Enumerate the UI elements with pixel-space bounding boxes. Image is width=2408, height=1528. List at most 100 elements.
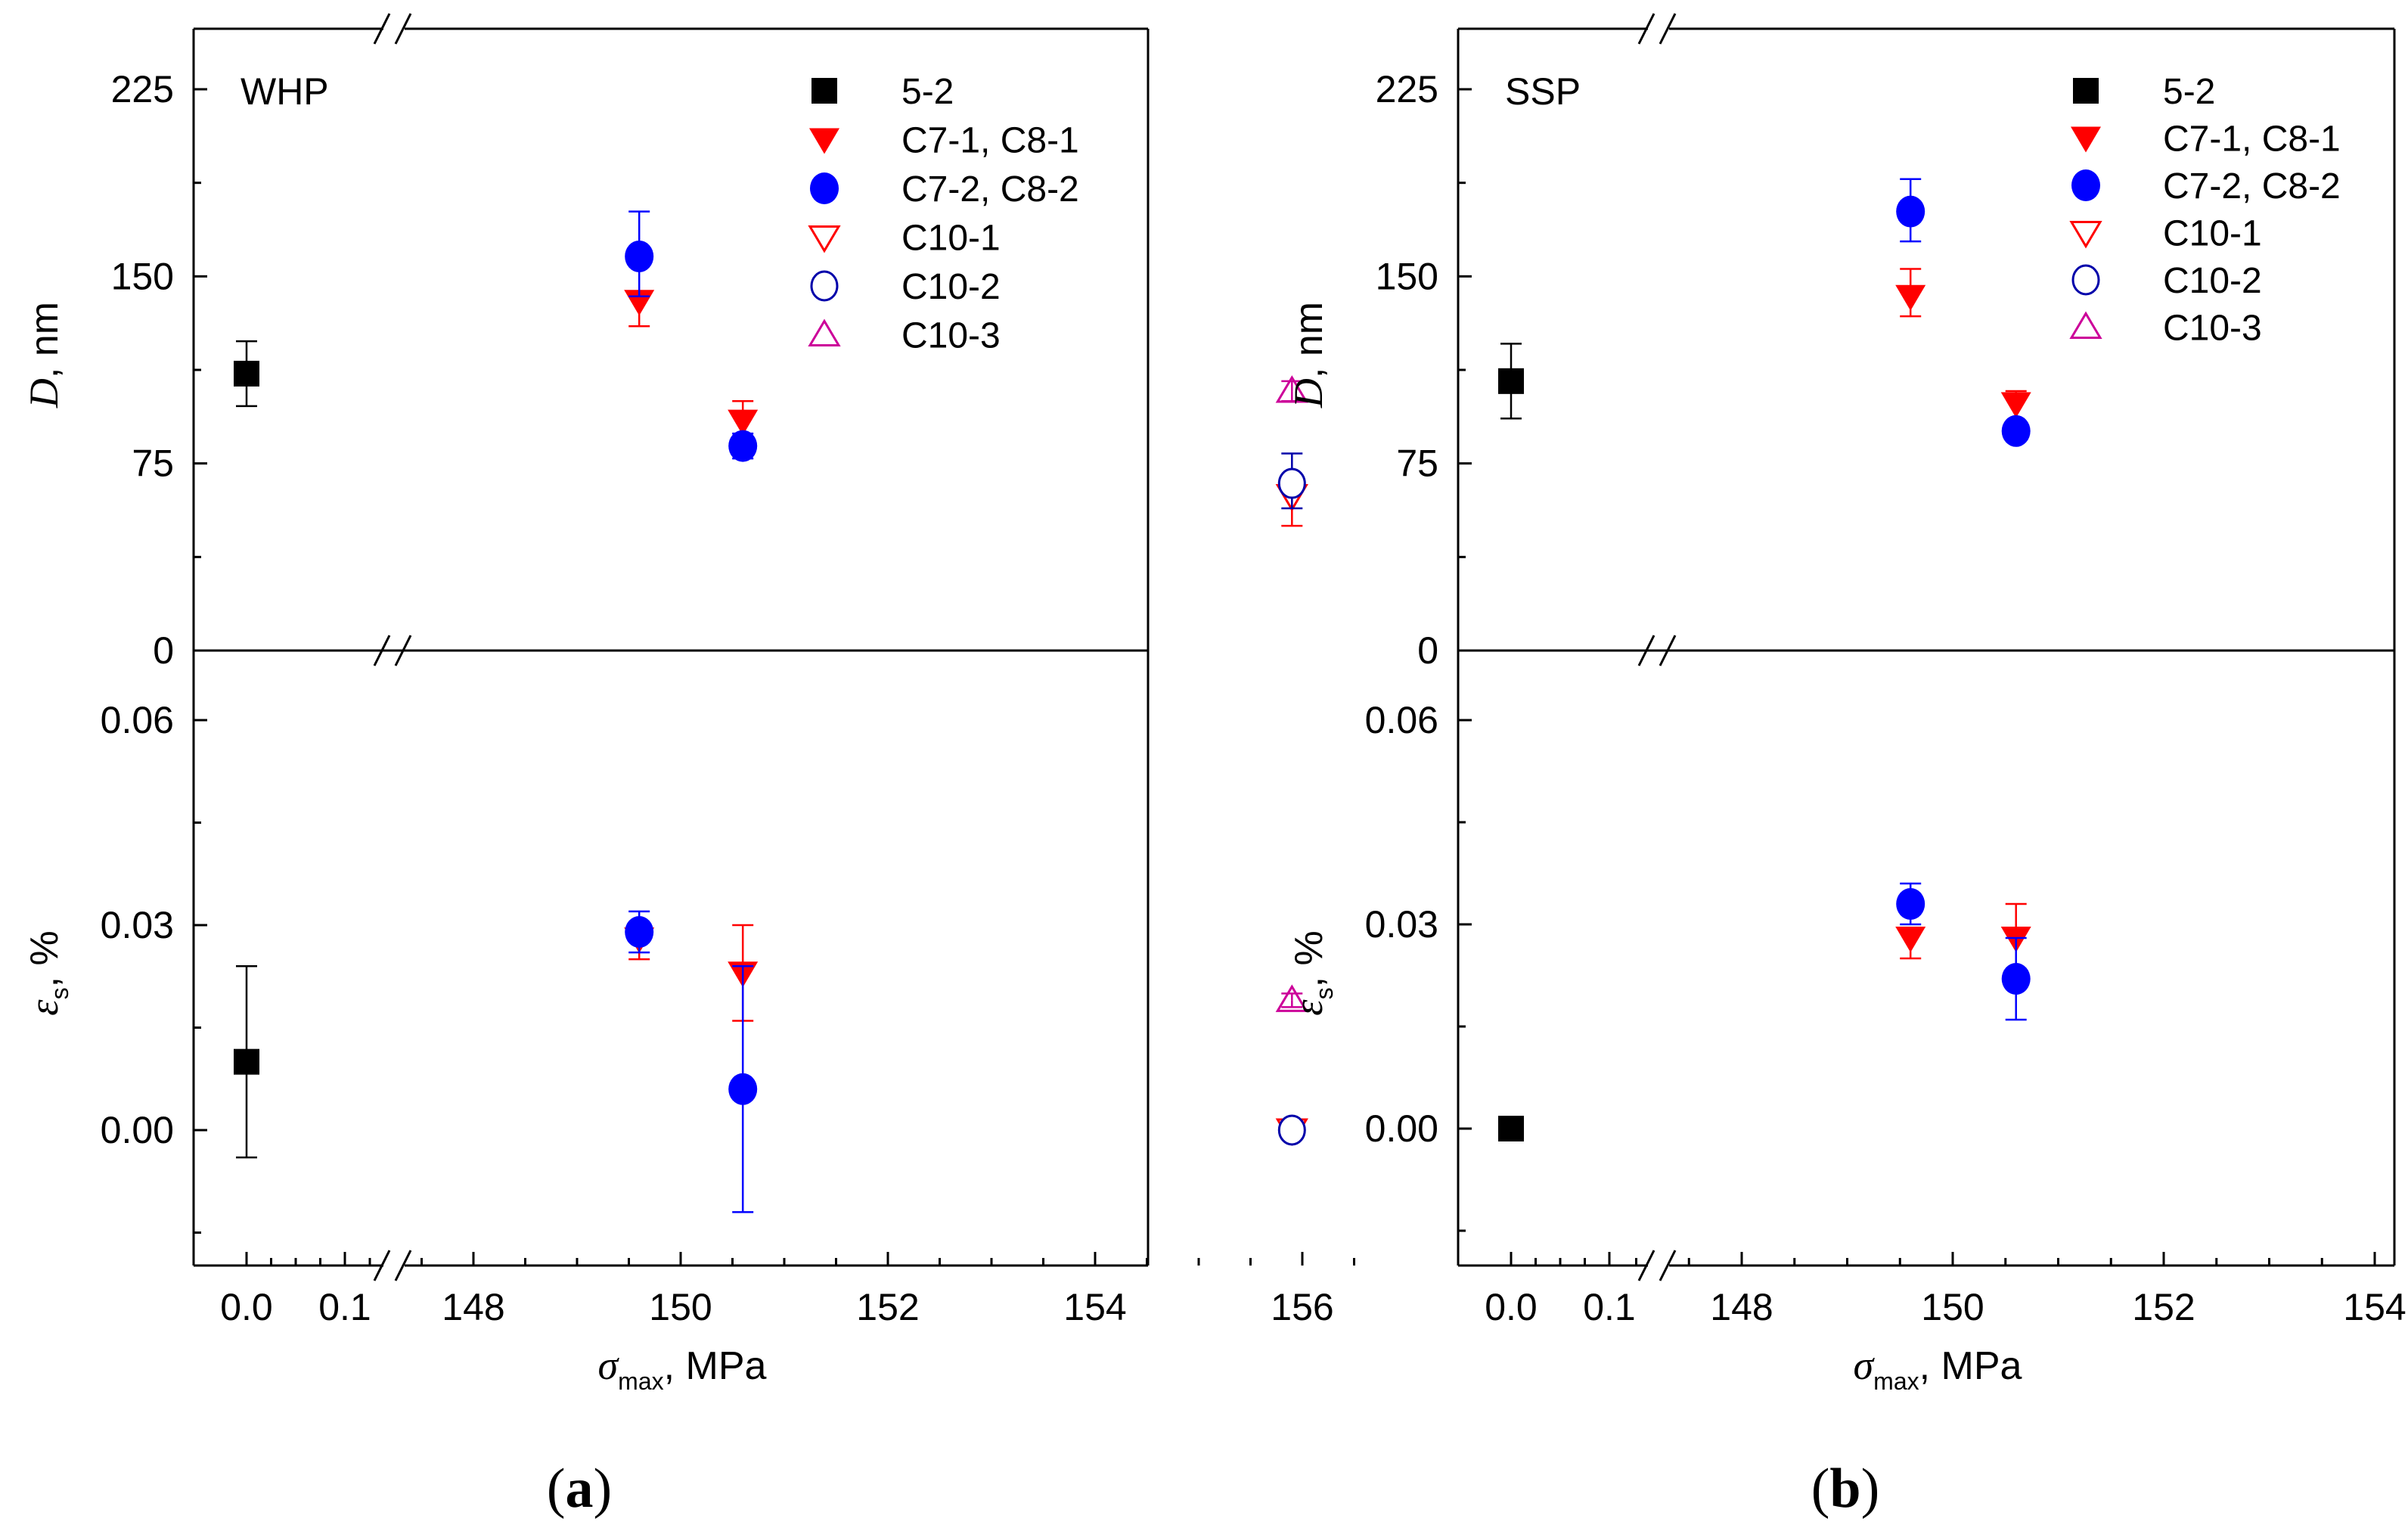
data-marker <box>1498 368 1524 394</box>
legend-item: C7-2, C8-2 <box>2071 166 2341 207</box>
data-point <box>234 340 259 408</box>
data-marker <box>1895 927 1926 952</box>
x-tick-label: 152 <box>2132 1286 2195 1328</box>
data-marker <box>2001 963 2031 995</box>
legend-marker <box>2069 221 2102 249</box>
data-point <box>1275 984 1308 1012</box>
y-tick-label: 0.03 <box>101 904 174 946</box>
y-axis-subscript: s <box>46 987 73 999</box>
data-marker <box>1277 1114 1306 1146</box>
axis-break-mark <box>373 635 391 666</box>
panel-title: SSP <box>1505 70 1581 113</box>
legend-label: C10-3 <box>901 316 1001 356</box>
y-tick-label: 75 <box>1396 443 1438 485</box>
axis-break-mark <box>373 13 391 45</box>
x-tick-label: 148 <box>442 1286 504 1328</box>
axis-break-mark <box>1637 1250 1656 1281</box>
data-point <box>1895 927 1926 960</box>
legend-label: C10-3 <box>2163 309 2262 349</box>
y-axis-title-bottom: εs, % <box>21 930 73 1015</box>
data-marker <box>625 240 654 272</box>
x-tick-label: 0.1 <box>318 1286 371 1328</box>
legend-marker <box>2071 264 2100 296</box>
data-point <box>1896 882 1925 926</box>
data-marker <box>1275 375 1308 403</box>
legend-item: C10-2 <box>2071 261 2262 301</box>
legend-item: C7-1, C8-1 <box>2071 120 2341 160</box>
data-marker <box>234 1048 259 1075</box>
x-tick-label: 0.0 <box>220 1286 273 1328</box>
legend-item: 5-2 <box>811 72 954 112</box>
data-point <box>234 964 259 1159</box>
legend-label: C10-2 <box>2163 261 2262 301</box>
data-point <box>1896 178 1925 243</box>
legend-label: C7-1, C8-1 <box>2163 120 2341 160</box>
legend-label: C10-1 <box>901 219 1001 259</box>
y-axis-title-top: D, nm <box>21 302 67 408</box>
axis-break-mark <box>1637 13 1656 45</box>
legend-marker <box>808 318 841 346</box>
x-axis-unit: , MPa <box>1919 1344 2022 1388</box>
legend-item: C10-3 <box>808 316 1001 356</box>
legend-marker <box>811 78 837 104</box>
y-axis-symbol: ε <box>21 999 67 1016</box>
y-axis-unit: , % <box>23 930 67 987</box>
x-tick-label: 154 <box>1063 1286 1126 1328</box>
x-tick-label: 154 <box>2343 1286 2406 1328</box>
y-axis-title-bottom: εs, % <box>1286 930 1338 1015</box>
y-tick-label: 150 <box>1376 255 1438 297</box>
x-tick-label: 150 <box>649 1286 712 1328</box>
paren: ( <box>1811 1458 1830 1520</box>
axis-break-mark <box>373 1250 391 1281</box>
legend-marker <box>809 128 839 154</box>
x-tick-label: 0.0 <box>1485 1286 1538 1328</box>
y-tick-label: 150 <box>111 255 174 297</box>
x-axis-subscript: max <box>1873 1368 1919 1395</box>
panel-letter-text: a <box>566 1458 594 1520</box>
data-marker <box>728 409 759 436</box>
panel-letter: (a) <box>547 1458 612 1520</box>
axis-break-mark <box>1659 13 1677 45</box>
data-marker <box>1277 467 1306 499</box>
axis-break-mark <box>394 635 412 666</box>
x-tick-label: 148 <box>1710 1286 1773 1328</box>
legend-label: 5-2 <box>901 72 954 112</box>
data-point <box>1275 375 1308 403</box>
legend-marker <box>810 270 839 302</box>
x-tick-label: 0.1 <box>1583 1286 1636 1328</box>
panel-letter-text: b <box>1829 1458 1860 1520</box>
x-axis-unit: , MPa <box>664 1344 767 1388</box>
x-axis-symbol: σ <box>598 1343 620 1388</box>
panel-a: 0.0 0.1 148 150 152 154 156 0 75 150 225 0.00 0.03 0.… <box>21 13 1355 1520</box>
y-tick-label: 225 <box>111 68 174 110</box>
data-marker <box>1895 284 1926 311</box>
data-point <box>1277 1114 1306 1146</box>
axis-break-mark <box>1637 635 1656 666</box>
data-marker <box>625 916 654 949</box>
y-tick-label: 0.06 <box>1365 699 1438 741</box>
y-axis-unit: , % <box>1287 930 1331 987</box>
data-point <box>2000 390 2031 418</box>
data-point <box>2001 415 2031 447</box>
legend-item: C7-1, C8-1 <box>809 121 1079 161</box>
y-axis-symbol: D <box>21 378 67 408</box>
legend-label: C10-1 <box>2163 214 2262 254</box>
y-tick-label: 225 <box>1376 68 1438 110</box>
x-axis-title: σmax, MPa <box>598 1343 767 1395</box>
data-point <box>625 210 654 297</box>
data-marker <box>1275 984 1308 1012</box>
data-point <box>1498 343 1524 420</box>
x-axis-symbol: σ <box>1854 1343 1876 1388</box>
data-marker <box>728 1073 758 1105</box>
data-point <box>1498 1116 1524 1141</box>
x-axis-subscript: max <box>618 1368 663 1395</box>
panel-title: WHP <box>240 70 329 113</box>
data-point <box>2001 936 2031 1021</box>
legend-label: C10-2 <box>901 267 1001 307</box>
y-tick-label: 0 <box>153 629 174 672</box>
paren: ( <box>547 1458 566 1520</box>
legend-marker <box>2069 311 2102 339</box>
legend-label: C7-1, C8-1 <box>901 121 1079 161</box>
legend-label: C7-2, C8-2 <box>901 169 1079 210</box>
axis-break-mark <box>394 13 412 45</box>
